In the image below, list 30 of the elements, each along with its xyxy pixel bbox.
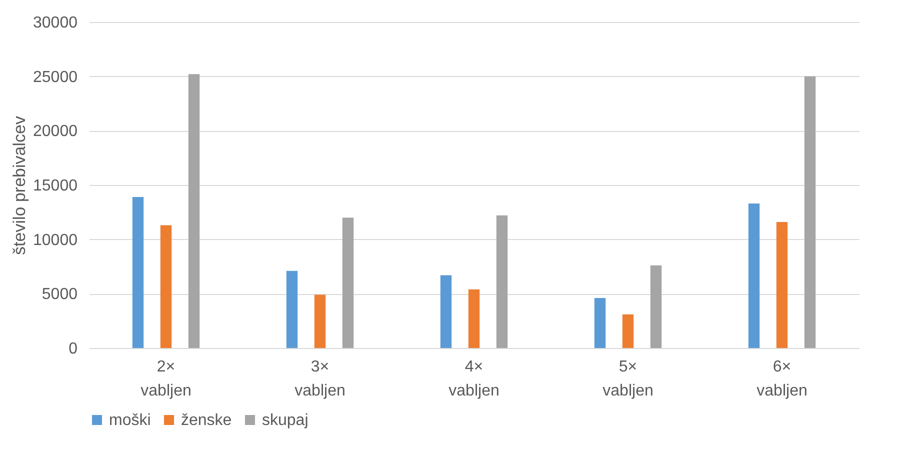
- bar: [314, 294, 326, 348]
- bar: [594, 298, 606, 348]
- bar: [440, 275, 452, 348]
- bar: [132, 196, 144, 348]
- x-tick-label: 3× vabljen: [294, 358, 346, 400]
- bar: [342, 218, 354, 348]
- bar: [776, 222, 788, 348]
- y-tick-label: 5000: [42, 286, 78, 304]
- y-axis-title: število prebivalcev: [10, 116, 30, 255]
- bar: [286, 270, 298, 348]
- bar: [188, 74, 200, 348]
- y-tick-label: 25000: [33, 68, 78, 86]
- x-tick-label: 6× vabljen: [756, 358, 808, 400]
- legend-label: moški: [109, 412, 151, 429]
- x-tick-label: 5× vabljen: [602, 358, 654, 400]
- legend-label: ženske: [181, 412, 232, 429]
- y-tick-label: 10000: [33, 232, 78, 249]
- bar: [160, 225, 172, 348]
- x-tick-label: 4× vabljen: [448, 358, 500, 400]
- bar: [804, 76, 816, 348]
- y-tick-label: 15000: [33, 178, 78, 194]
- y-tick-label: 30000: [33, 14, 78, 32]
- y-tick-label: 20000: [33, 123, 78, 140]
- bar: [468, 289, 480, 348]
- bar: [496, 215, 508, 348]
- bar: [622, 314, 634, 348]
- legend-label: skupaj: [262, 412, 308, 429]
- bar: [650, 265, 662, 348]
- bar: [748, 203, 760, 348]
- y-tick-label: 0: [68, 340, 78, 358]
